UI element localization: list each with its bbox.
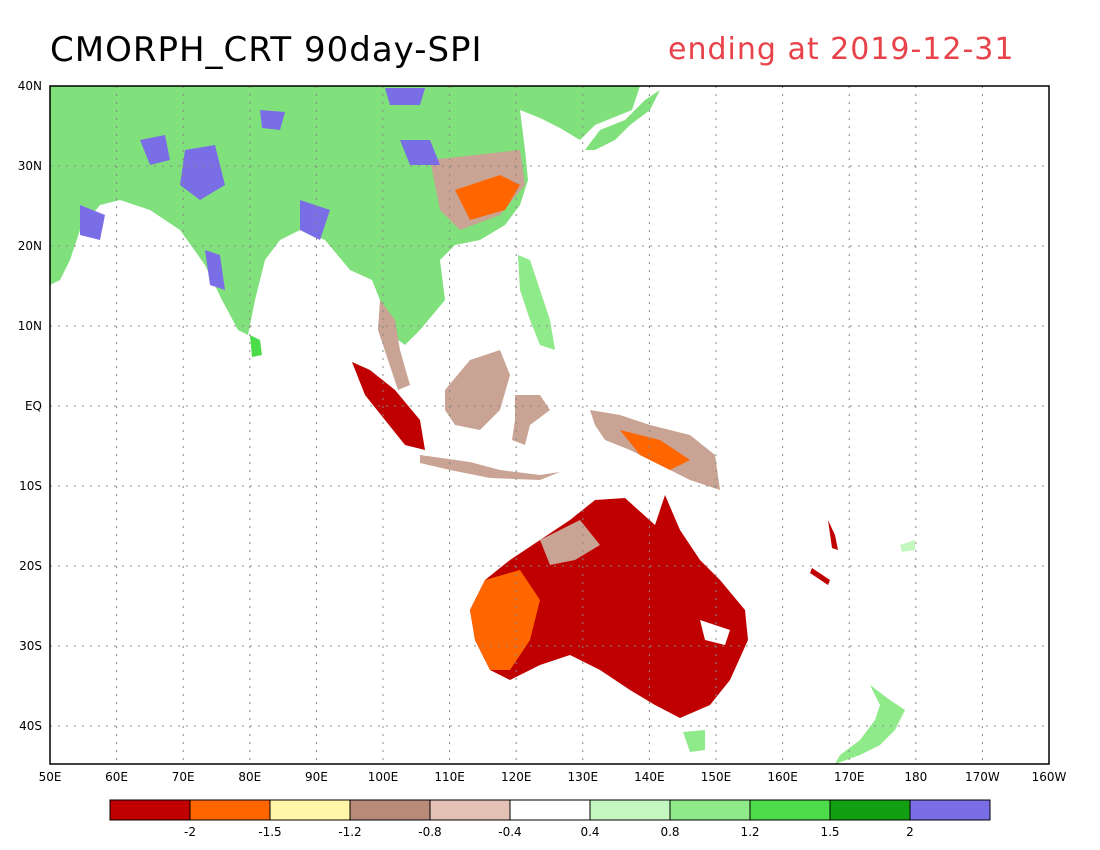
wet-patches (80, 88, 730, 645)
colorbar-swatch (109, 799, 191, 821)
colorbar-swatch (509, 799, 591, 821)
lon-label: 140E (634, 770, 665, 784)
colorbar-label: -1.5 (258, 825, 281, 839)
colorbar-swatch (829, 799, 911, 821)
lon-label: 160W (1032, 770, 1067, 784)
colorbar-label: 1.5 (820, 825, 839, 839)
land-borneo (445, 350, 510, 430)
land-new-caledonia (810, 568, 830, 585)
lat-label: 40N (18, 79, 42, 93)
lon-label: 100E (368, 770, 399, 784)
colorbar-swatch (669, 799, 751, 821)
colorbar-swatch (189, 799, 271, 821)
colorbar-label: -2 (184, 825, 196, 839)
land-new-zealand (835, 685, 905, 764)
gridlines (50, 86, 1049, 764)
colorbar-label: 0.4 (580, 825, 599, 839)
lon-label: 120E (501, 770, 532, 784)
lon-label: 180 (904, 770, 927, 784)
land-philippines (518, 255, 555, 350)
lat-label: 10N (18, 319, 42, 333)
lon-label: 170W (965, 770, 1000, 784)
lat-label: 30S (19, 639, 42, 653)
colorbar-label: 1.2 (740, 825, 759, 839)
land-fiji (900, 540, 915, 552)
lon-label: 70E (172, 770, 195, 784)
lon-label: 110E (434, 770, 465, 784)
land-australia-north (540, 520, 600, 565)
land-sulawesi (512, 395, 550, 445)
colorbar-label: -0.8 (418, 825, 441, 839)
land-sumatra (352, 362, 425, 450)
land-australia (470, 495, 748, 718)
colorbar-swatch (349, 799, 431, 821)
colorbar-label: -0.4 (498, 825, 521, 839)
land-java (420, 455, 560, 480)
colorbar-label: 0.8 (660, 825, 679, 839)
land-masses (50, 86, 915, 764)
lon-label: 60E (105, 770, 128, 784)
land-vanuatu (828, 520, 838, 550)
lon-label: 80E (238, 770, 261, 784)
lat-label: 10S (19, 479, 42, 493)
lat-label: 20N (18, 239, 42, 253)
lon-label: 90E (305, 770, 328, 784)
colorbar-swatch (429, 799, 511, 821)
lon-labels: 50E 60E 70E 80E 90E 100E 110E 120E 130E … (39, 770, 1067, 784)
map-frame (49, 85, 1050, 765)
colorbar: -2 -1.5 -1.2 -0.8 -0.4 0.4 0.8 1.2 1.5 2 (109, 799, 991, 839)
lat-label: 40S (19, 719, 42, 733)
lat-labels: 40N 30N 20N 10N EQ 10S 20S 30S 40S (18, 79, 42, 733)
map-title: CMORPH_CRT 90day-SPI (50, 30, 483, 70)
lon-label: 150E (701, 770, 732, 784)
lon-label: 130E (568, 770, 599, 784)
lon-label: 170E (834, 770, 865, 784)
land-new-guinea-red (620, 430, 690, 470)
date-subtitle: ending at 2019-12-31 (668, 32, 1015, 67)
colorbar-swatch (589, 799, 671, 821)
land-china-red (455, 175, 520, 220)
land-sri-lanka (250, 335, 262, 357)
lat-label: 30N (18, 159, 42, 173)
land-malay (378, 300, 410, 390)
colorbar-swatch (909, 799, 991, 821)
lat-label: 20S (19, 559, 42, 573)
lat-label: EQ (25, 399, 42, 413)
land-australia-west (470, 570, 540, 670)
land-tasmania (683, 730, 705, 752)
lon-label: 160E (767, 770, 798, 784)
colorbar-swatch (269, 799, 351, 821)
colorbar-swatch (749, 799, 831, 821)
colorbar-label: -1.2 (338, 825, 361, 839)
lon-label: 50E (39, 770, 62, 784)
land-japan (585, 90, 660, 150)
colorbar-label: 2 (906, 825, 914, 839)
